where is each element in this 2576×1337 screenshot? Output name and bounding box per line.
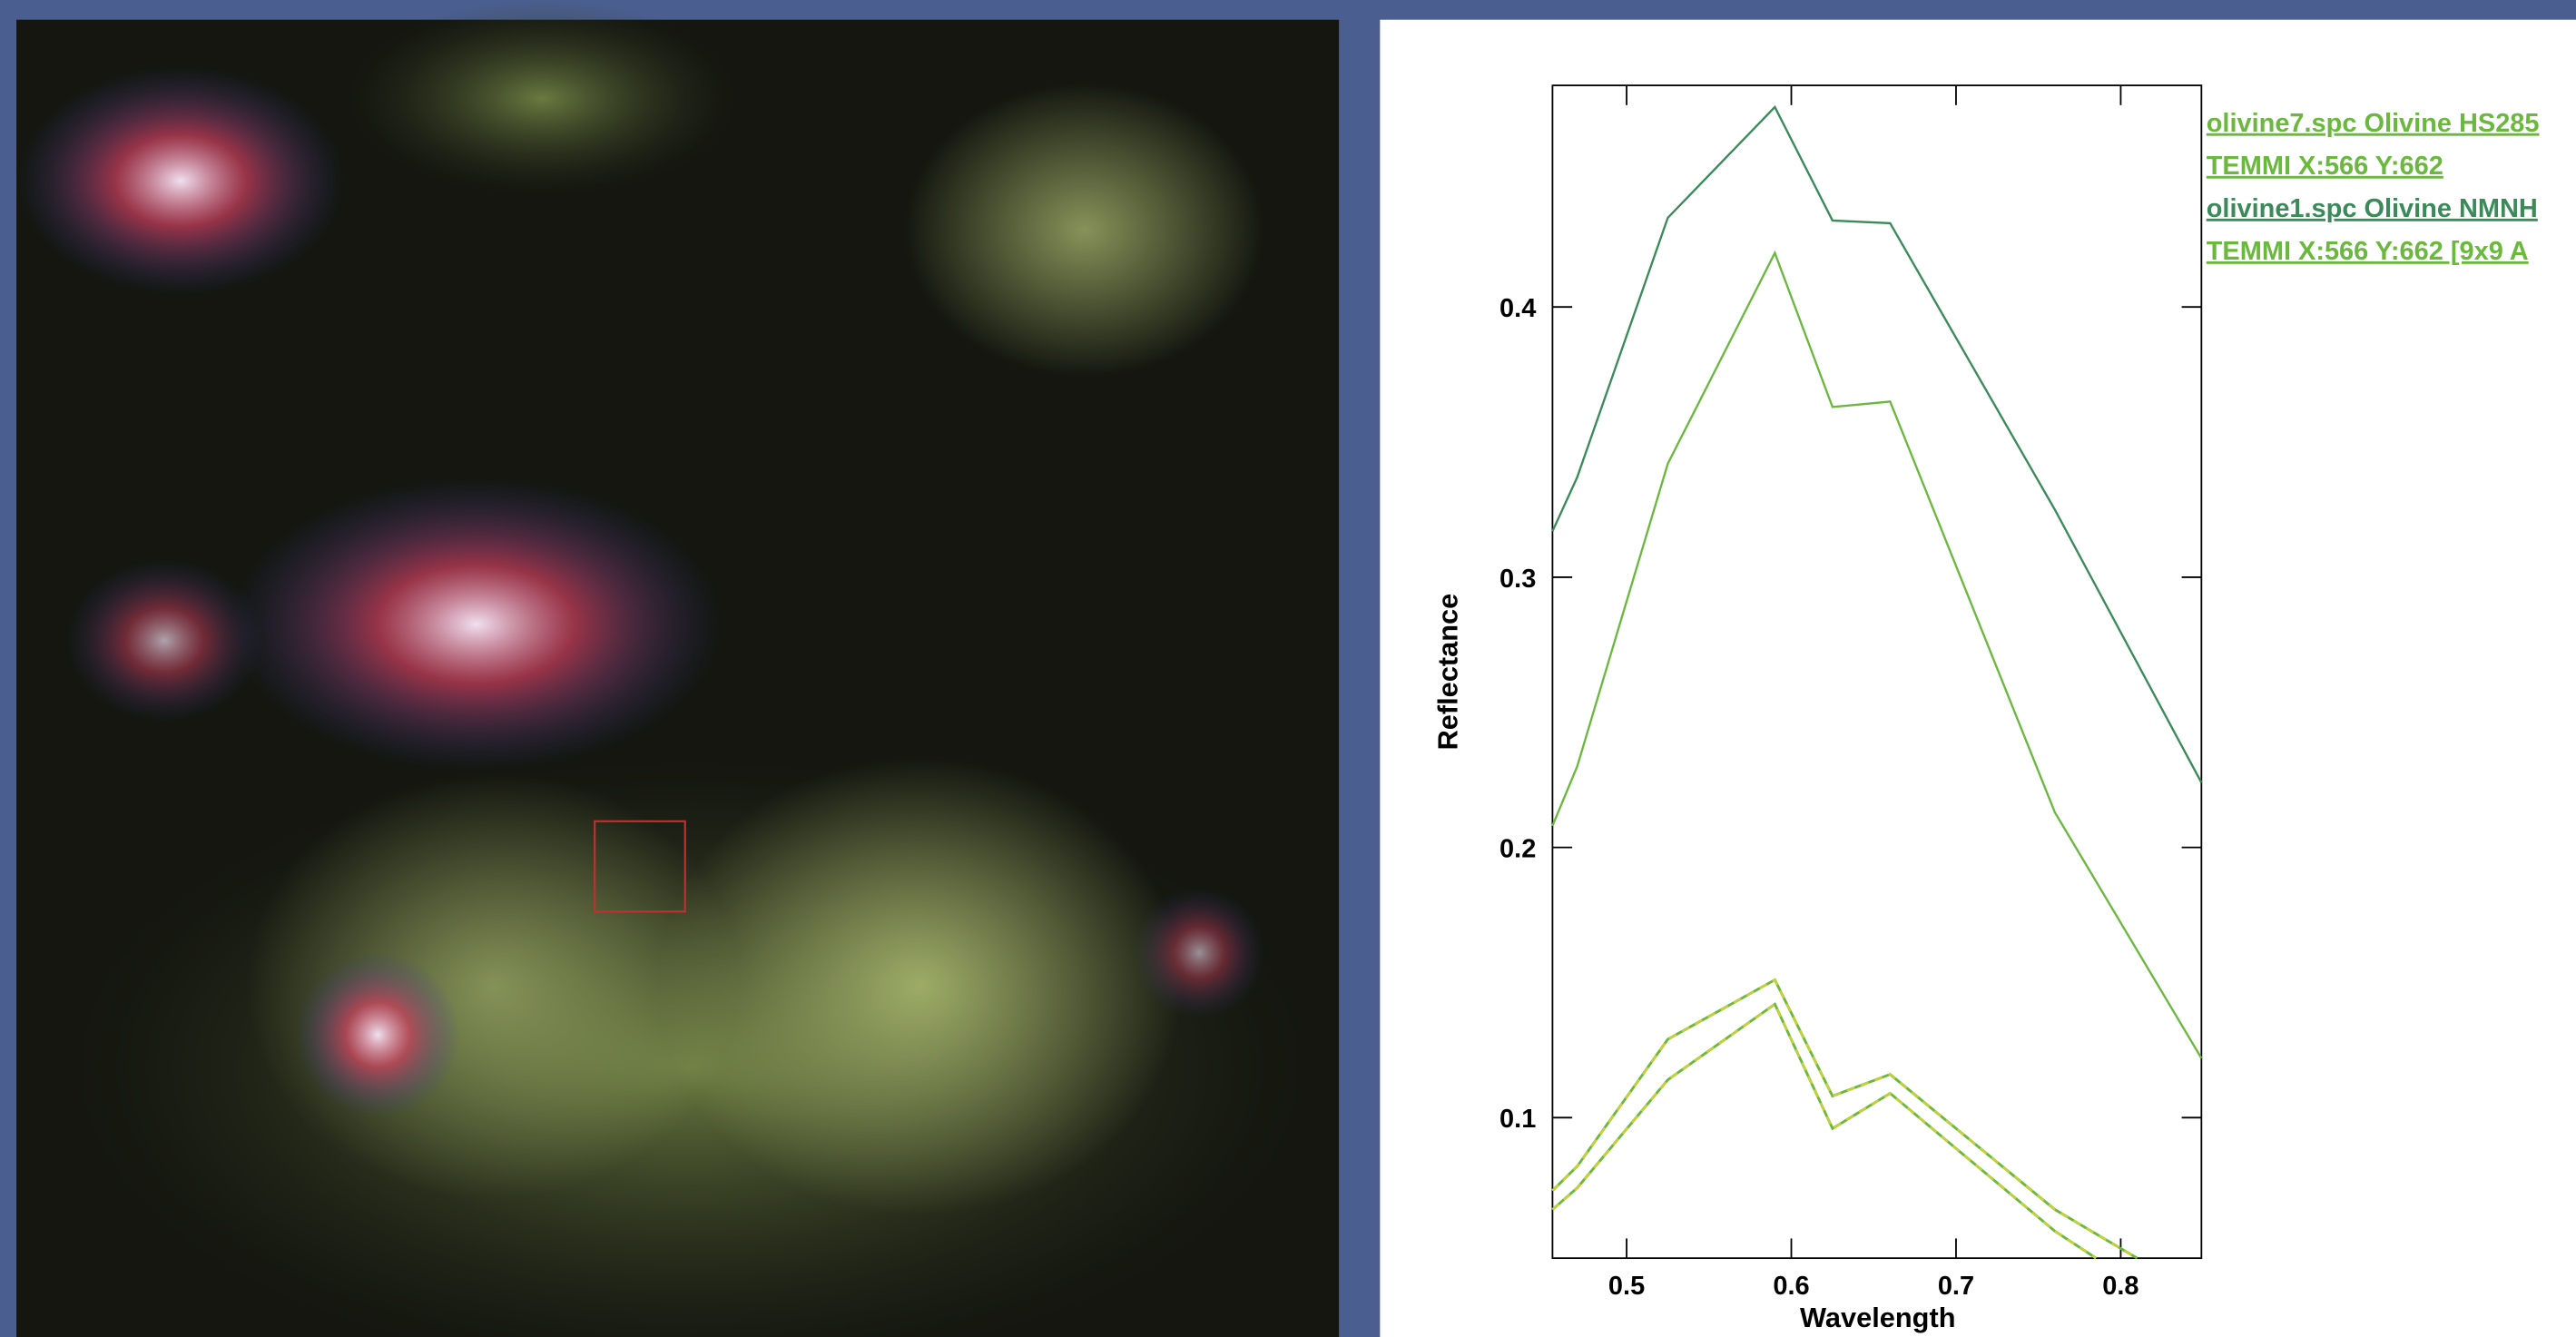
image-highlight <box>296 953 460 1117</box>
image-highlight <box>1134 887 1265 1018</box>
y-tick-label: 0.1 <box>1499 1105 1536 1134</box>
y-tick-label: 0.3 <box>1499 565 1536 594</box>
y-tick-label: 0.2 <box>1499 834 1536 863</box>
x-tick-label: 0.8 <box>2102 1272 2138 1301</box>
page: Wavelength Reflectance 0.5 0.6 0.7 0.8 0.1 0.… <box>0 0 2576 1337</box>
image-highlight <box>230 477 723 772</box>
y-tick-label: 0.4 <box>1499 294 1536 323</box>
x-axis-label: Wavelength <box>1800 1302 1955 1333</box>
y-axis-label: Reflectance <box>1431 594 1463 751</box>
image-highlight <box>16 65 345 295</box>
x-tick-label: 0.5 <box>1608 1272 1645 1301</box>
sample-image <box>16 0 1339 1337</box>
x-tick-label: 0.7 <box>1938 1272 1974 1301</box>
x-tick-label: 0.6 <box>1773 1272 1809 1301</box>
legend-entry[interactable]: TEMMI X:566 Y:662 [9x9 A <box>2207 237 2529 266</box>
image-region <box>903 82 1264 378</box>
image-region <box>345 0 739 197</box>
legend-entry[interactable]: olivine7.spc Olivine HS285 <box>2207 109 2540 138</box>
screen: Wavelength Reflectance 0.5 0.6 0.7 0.8 0.1 0.… <box>0 0 2576 1337</box>
legend-entry[interactable]: olivine1.spc Olivine NMNH <box>2207 194 2538 223</box>
image-highlight <box>65 558 262 723</box>
legend-entry[interactable]: TEMMI X:566 Y:662 <box>2207 152 2443 181</box>
